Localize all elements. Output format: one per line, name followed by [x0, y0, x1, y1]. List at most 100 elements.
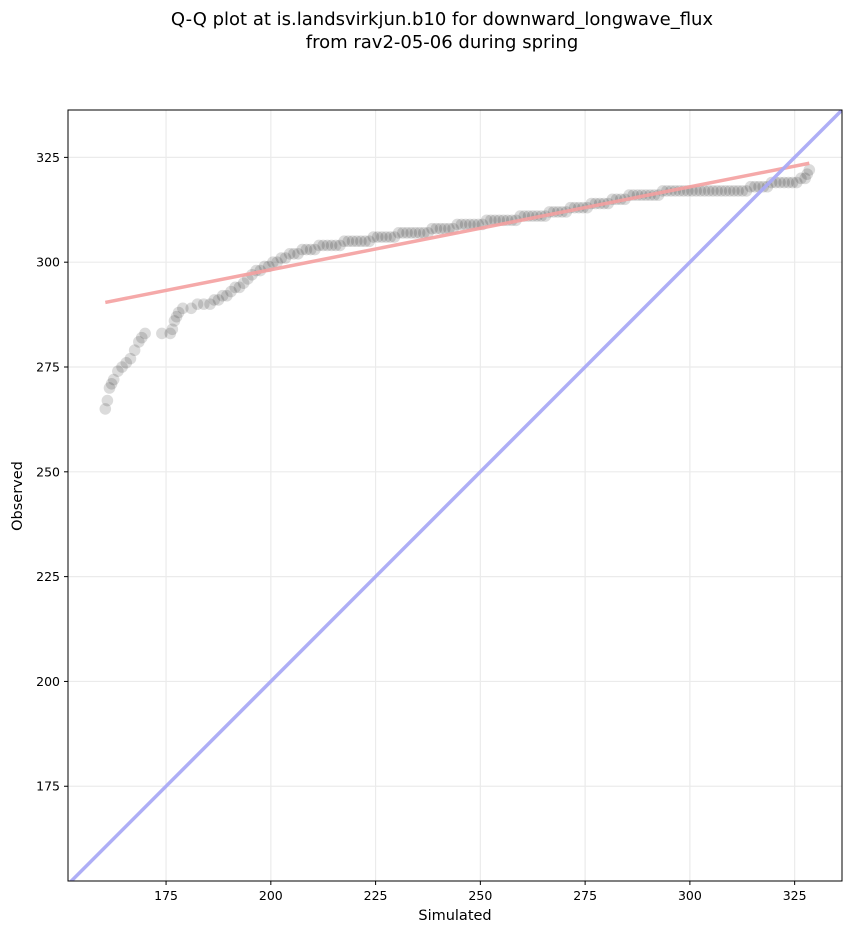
qq-point — [267, 256, 279, 268]
qq-point — [216, 289, 229, 302]
qq-point — [168, 315, 181, 327]
qq-point — [795, 172, 807, 185]
qq-point — [409, 227, 422, 239]
qq-point — [334, 239, 346, 252]
qq-point — [107, 373, 120, 386]
qq-point — [120, 357, 133, 369]
qq-point — [434, 222, 447, 235]
qq-point — [101, 394, 114, 407]
qq-point — [388, 231, 401, 243]
qq-point — [164, 327, 177, 340]
qq-point — [317, 239, 330, 252]
qq-point — [719, 185, 732, 197]
qq-point — [392, 227, 405, 239]
qq-point — [405, 227, 418, 239]
qq-point — [786, 176, 799, 189]
x-tick-label: 275 — [573, 888, 597, 903]
qq-point — [694, 185, 707, 197]
qq-point — [128, 344, 141, 357]
qq-point — [237, 277, 250, 289]
x-tick-label: 250 — [468, 888, 492, 903]
reference-lines — [68, 110, 842, 881]
qq-point — [732, 185, 744, 197]
y-tick-label: 200 — [36, 674, 60, 689]
qq-point — [271, 256, 283, 268]
qq-point — [438, 222, 451, 235]
qq-point — [204, 298, 216, 310]
qq-point — [124, 352, 137, 365]
qq-point — [288, 248, 300, 260]
regression-line — [104, 161, 810, 305]
y-tick-label: 325 — [36, 150, 60, 165]
qq-point — [166, 323, 179, 336]
qq-point — [225, 285, 237, 298]
qq-point — [342, 235, 355, 248]
qq-point — [346, 235, 359, 248]
qq-point — [275, 252, 288, 264]
qq-point — [698, 185, 711, 197]
chart-title-line-2: from rav2-05-06 during spring — [305, 32, 579, 53]
x-axis-label: Simulated — [418, 908, 491, 924]
qq-point — [185, 302, 198, 315]
qq-point — [413, 227, 426, 239]
qq-point — [229, 281, 242, 294]
qq-point — [711, 185, 723, 197]
plot-frame — [67, 109, 843, 882]
qq-point — [707, 185, 719, 197]
qq-point — [749, 180, 761, 193]
qq-point — [417, 227, 430, 239]
qq-point — [103, 382, 116, 394]
qq-point — [401, 227, 413, 239]
qq-point — [397, 227, 409, 239]
chart-title: Q-Q plot at is.landsvirkjun.b10 for down… — [0, 8, 851, 54]
qq-point — [801, 168, 814, 180]
qq-point — [430, 222, 443, 235]
qq-point — [371, 231, 384, 243]
qq-point — [135, 331, 148, 344]
qq-point — [790, 176, 803, 189]
qq-point — [116, 361, 128, 373]
qq-point — [376, 231, 388, 243]
qq-point — [325, 239, 338, 252]
axis-ticks: 175 200 225 250 275 300 325 175 200 225 250 275 300 3… — [36, 150, 806, 903]
qq-point — [384, 231, 397, 243]
qq-point — [279, 252, 292, 264]
y-tick-label: 225 — [36, 569, 60, 584]
x-tick-label: 325 — [783, 888, 807, 903]
qq-point — [170, 310, 183, 323]
qq-point — [212, 294, 225, 306]
qq-point — [363, 235, 376, 248]
qq-point — [728, 185, 740, 197]
identity-line — [68, 110, 842, 881]
qq-point — [300, 243, 313, 256]
qq-point — [443, 222, 455, 235]
qq-point — [350, 235, 363, 248]
y-tick-label: 300 — [36, 255, 60, 270]
qq-point — [233, 281, 246, 294]
chart-title-line-1: Q-Q plot at is.landsvirkjun.b10 for down… — [170, 9, 714, 30]
qq-point — [191, 298, 204, 310]
qq-point — [197, 298, 210, 310]
qq-point — [177, 302, 189, 315]
qq-point — [422, 227, 434, 239]
x-tick-label: 175 — [154, 888, 178, 903]
qq-point — [133, 336, 145, 348]
qq-point — [690, 185, 702, 197]
qq-point — [459, 218, 472, 231]
qq-point — [702, 185, 715, 197]
data-points — [99, 164, 816, 415]
y-tick-label: 275 — [36, 360, 60, 375]
qq-point — [296, 243, 309, 256]
x-tick-label: 225 — [364, 888, 388, 903]
qq-point — [451, 218, 464, 231]
qq-point — [309, 243, 321, 256]
qq-point — [740, 185, 753, 197]
x-tick-label: 300 — [678, 888, 702, 903]
qq-point — [359, 235, 371, 248]
qq-point — [338, 235, 350, 248]
qq-point — [112, 365, 124, 377]
qq-point — [221, 289, 233, 302]
qq-point — [329, 239, 342, 252]
qq-point — [304, 243, 317, 256]
qq-point — [723, 185, 736, 197]
